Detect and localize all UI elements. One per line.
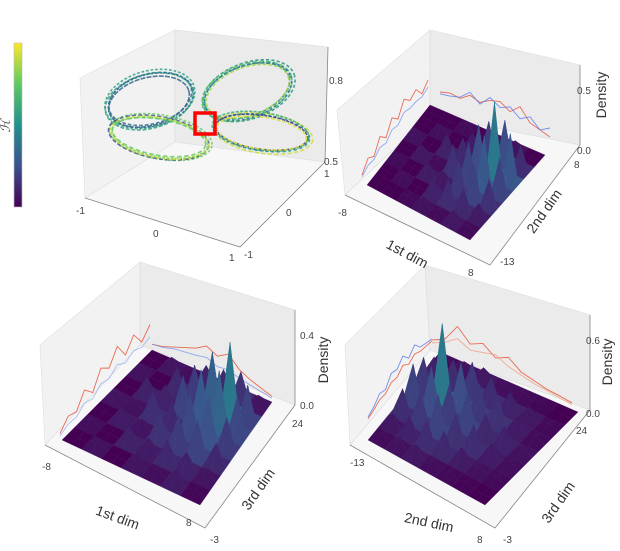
marginal-line-right <box>151 343 273 397</box>
x-tick: -8 <box>42 462 51 473</box>
marginal-line-left <box>59 336 151 437</box>
z-tick: 0.4 <box>300 331 314 342</box>
x-tick: 8 <box>186 518 192 529</box>
marginal-line-right <box>439 91 551 138</box>
trajectory-ribbon <box>216 115 308 151</box>
trajectory-ribbon <box>111 116 207 158</box>
marginal-line-right <box>439 91 551 131</box>
z-tick: 0.0 <box>300 401 314 412</box>
trajectory-ribbon <box>202 58 296 123</box>
y-tick: -3 <box>210 535 219 546</box>
z-axis-label: Density <box>315 337 331 384</box>
marginal-line-left <box>59 324 151 434</box>
surface-facet <box>189 489 206 506</box>
x-axis-label: 1st dim <box>94 502 142 532</box>
y-tick: -1 <box>244 250 253 261</box>
surface-facet <box>476 493 492 506</box>
z-axis-line <box>324 46 329 163</box>
marginal-line-right <box>431 338 573 406</box>
y-axis-label: 3rd dim <box>538 478 578 525</box>
z-tick: 0.5 <box>577 86 591 97</box>
marginal-line-left <box>361 86 429 178</box>
trajectory-ribbon <box>203 62 291 120</box>
y-tick: 8 <box>574 160 580 171</box>
trajectory-ribbon <box>211 110 310 153</box>
y-tick: -3 <box>503 535 512 546</box>
colorbar-label: ℋ <box>0 117 13 132</box>
x-axis-label: 2nd dim <box>403 509 455 535</box>
axis-line <box>84 161 326 248</box>
trajectory-ribbon <box>108 112 213 162</box>
x-tick: -8 <box>338 208 347 219</box>
panel-density-dim1-dim3 <box>39 261 296 529</box>
y-tick: 0 <box>286 208 292 219</box>
y-tick: 24 <box>576 426 588 437</box>
y-tick: 24 <box>292 419 304 430</box>
z-tick: 0.0 <box>577 146 591 157</box>
trajectory-ribbon <box>111 116 209 160</box>
panel-trajectory-3d <box>79 29 329 248</box>
x-tick: -13 <box>350 458 365 469</box>
panel-density-dim1-dim2 <box>336 29 581 266</box>
panel-density-dim2-dim3 <box>344 264 591 529</box>
z-tick: 0.0 <box>586 409 600 420</box>
colorbar-gradient <box>13 42 23 208</box>
axis-line <box>44 404 296 529</box>
z-tick: 0.6 <box>586 336 600 347</box>
z-axis-label: Density <box>599 339 615 386</box>
x-tick: 0 <box>153 229 159 240</box>
x-tick: 8 <box>477 535 483 546</box>
axis-line <box>349 409 591 529</box>
marginal-line-left <box>367 340 433 420</box>
y-tick: -13 <box>500 257 515 268</box>
y-tick: 1 <box>324 169 330 180</box>
colorbar: ℋ <box>0 42 23 208</box>
panel-trajectory-ticks: -1 0 1 -1 0 1 0.5 0.8 <box>76 76 343 264</box>
z-tick: 0.8 <box>329 76 343 87</box>
trajectory-ribbon <box>107 75 191 128</box>
z-tick: 0.5 <box>324 157 338 168</box>
surface-facet <box>462 223 476 241</box>
marginal-line-left <box>367 338 433 418</box>
x-axis-label: 1st dim <box>384 236 431 271</box>
highlight-box <box>193 111 217 136</box>
x-tick: -1 <box>76 206 85 217</box>
trajectory-ribbon <box>107 71 193 127</box>
trajectory-ribbon <box>109 115 210 161</box>
marginal-line-left <box>361 79 429 176</box>
axis-line <box>344 144 581 266</box>
z-axis-label: Density <box>593 72 609 119</box>
marginal-line-right <box>431 325 573 404</box>
trajectory-ribbon <box>104 68 196 130</box>
x-tick: 1 <box>229 253 235 264</box>
x-tick: 8 <box>468 268 474 279</box>
